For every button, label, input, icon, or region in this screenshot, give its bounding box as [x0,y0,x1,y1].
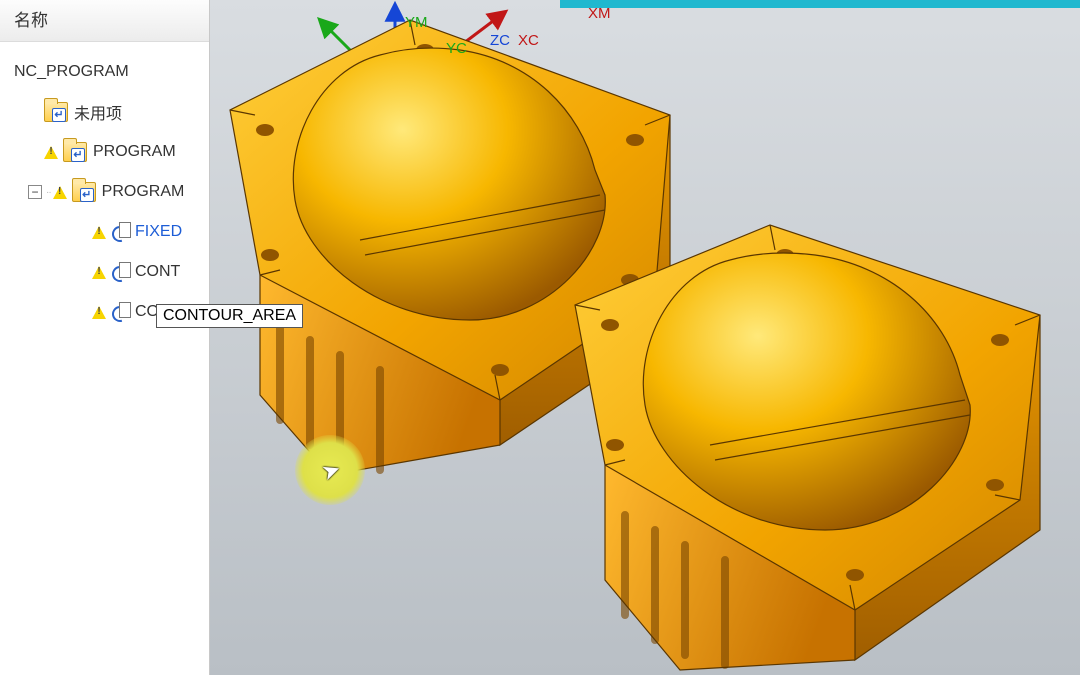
tree-op-fixed[interactable]: FIXED [0,212,209,252]
folder-icon: ↵ [44,102,68,122]
folder-icon: ↵ [72,182,96,202]
warning-icon [92,266,106,279]
graphics-viewport[interactable]: YM YC ZC XC XM [210,0,1080,675]
tree-item-program-1[interactable]: ↵ PROGRAM [0,132,209,172]
tree-op-label: FIXED [135,223,182,241]
operation-icon [111,262,131,282]
tree-item-label: PROGRAM [93,143,176,161]
tree-item-tooltip: CONTOUR_AREA [156,304,303,328]
tree-item-program-2[interactable]: − ·· ↵ PROGRAM [0,172,209,212]
warning-icon [92,226,106,239]
mold-part-2 [520,210,1080,675]
operation-icon [111,222,131,242]
axis-label-xc: XC [518,32,539,49]
operation-navigator-panel: 名称 NC_PROGRAM ↵ 未用项 ↵ PROGRAM − ·· ↵ PRO… [0,0,210,675]
tree-item-unused[interactable]: ↵ 未用项 [0,92,209,132]
nav-column-header[interactable]: 名称 [0,0,209,42]
operation-icon [111,302,131,322]
axis-label-ym: YM [405,14,428,31]
collapse-toggle[interactable]: − [28,185,42,199]
axis-label-yc: YC [446,40,467,57]
operation-tree: NC_PROGRAM ↵ 未用项 ↵ PROGRAM − ·· ↵ PROGRA… [0,42,209,332]
warning-icon [53,186,67,199]
tree-item-label: PROGRAM [102,183,185,201]
tree-root-label: NC_PROGRAM [14,63,129,81]
tree-item-label: 未用项 [74,100,122,124]
axis-label-xm: XM [588,5,611,22]
warning-icon [92,306,106,319]
tree-op-contour-1[interactable]: CONT [0,252,209,292]
tree-connector: ·· [46,187,51,198]
axis-label-zc: ZC [490,32,510,49]
tree-op-label: CONT [135,263,180,281]
tree-root-nc-program[interactable]: NC_PROGRAM [0,52,209,92]
warning-icon [44,146,58,159]
folder-icon: ↵ [63,142,87,162]
